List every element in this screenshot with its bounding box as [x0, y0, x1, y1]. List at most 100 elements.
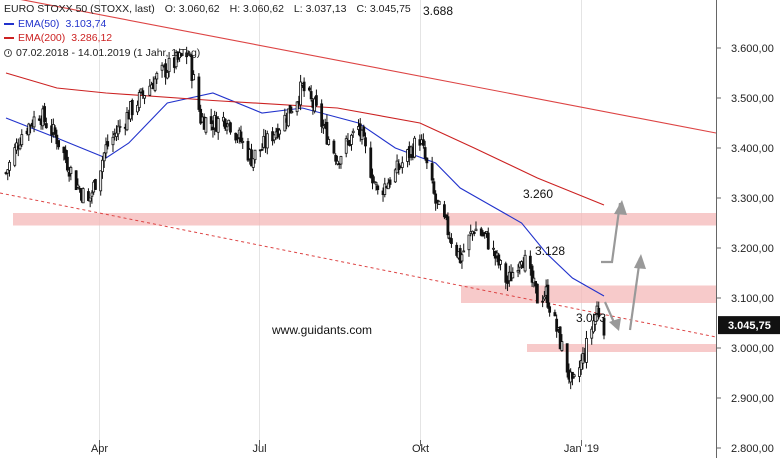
candle-body [506, 279, 509, 284]
candle-body [386, 182, 390, 190]
candle-body [327, 138, 331, 145]
candle-body [6, 169, 10, 174]
candle-body [295, 101, 299, 113]
candle-body [344, 138, 348, 154]
legend-row-ema50: EMA(50) 3.103,74 [4, 17, 411, 32]
candle-body [474, 228, 478, 232]
candle-body [332, 140, 336, 154]
y-tick-label: 3.100,00 [731, 293, 774, 305]
candle-body [339, 156, 343, 165]
y-tick-label: 3.400,00 [731, 143, 774, 155]
ema200-swatch [4, 37, 14, 40]
candle-body [299, 81, 303, 106]
candle-body [516, 269, 520, 273]
zone-rect [13, 213, 716, 226]
high-value: H: 3.060,62 [229, 3, 284, 15]
projection-arrows [601, 200, 646, 331]
y-tick-label: 3.300,00 [731, 193, 774, 205]
candle-body [314, 95, 318, 106]
arrow-up-lower-head [634, 254, 646, 269]
candle-body [425, 157, 429, 164]
candle-body [137, 92, 141, 109]
candle-body [495, 252, 499, 257]
candle-body [253, 149, 257, 161]
candle-body [444, 214, 448, 218]
arrow-up-upper-head [614, 200, 627, 215]
candle-body [450, 238, 453, 244]
candle-body [111, 136, 115, 146]
candle-body [548, 306, 552, 313]
candle-body [69, 167, 73, 174]
candle-body [455, 244, 459, 256]
candle-body [362, 126, 366, 137]
candle-body [155, 72, 159, 80]
candle-body [13, 147, 17, 166]
arrow-up-lower [628, 257, 642, 331]
zone-rect [461, 285, 716, 303]
ema50-label: EMA(50) [18, 17, 60, 30]
candle-body [437, 200, 441, 205]
candle-body [492, 247, 495, 250]
candlesticks [4, 46, 606, 390]
candle-body [423, 147, 427, 159]
candle-body [44, 123, 48, 129]
candle-body [116, 125, 120, 135]
candle-body [223, 118, 227, 129]
candle-body [504, 263, 508, 283]
candle-body [322, 125, 325, 129]
candle-body [467, 234, 471, 251]
candle-body [99, 170, 103, 192]
low-value: L: 3.037,13 [293, 3, 347, 15]
candle-body [250, 149, 253, 167]
candle-body [265, 133, 269, 149]
candle-body [535, 283, 539, 304]
candle-body [578, 367, 581, 377]
candle-body [393, 169, 397, 183]
candle-body [400, 162, 404, 168]
candle-body [460, 254, 464, 262]
candle-body [27, 123, 31, 136]
candle-body [486, 232, 490, 250]
candle-body [532, 277, 536, 284]
annotation-label: 3.003 [576, 311, 606, 325]
candle-body [94, 179, 97, 190]
candle-body [481, 233, 485, 237]
ema200-value: 3.286,12 [71, 32, 113, 44]
candle-body [499, 259, 502, 265]
candle-body [81, 188, 85, 204]
candle-body [115, 132, 118, 138]
candle-body [211, 126, 215, 131]
candle-body [227, 119, 231, 125]
close-value: C: 3.045,75 [356, 3, 411, 15]
candle-body [241, 141, 245, 143]
instrument-name: EURO STOXX 50 (STOXX, last) [4, 3, 155, 15]
candle-body [530, 265, 534, 283]
candle-body [369, 147, 373, 178]
candle-body [383, 183, 387, 195]
last-price-label: 3.045,75 [728, 320, 771, 332]
candle-body [351, 130, 355, 134]
y-tick-label: 3.200,00 [731, 243, 774, 255]
candle-body [309, 91, 313, 100]
ema50-value: 3.103,74 [65, 17, 107, 30]
candle-body [190, 55, 194, 81]
candle-body [413, 137, 417, 158]
candle-body [597, 307, 601, 318]
candle-body [421, 139, 425, 146]
ema200-line [5, 72, 605, 206]
candle-body [602, 317, 606, 336]
candle-body [462, 250, 466, 253]
candle-body [74, 170, 78, 191]
candle-body [55, 134, 59, 145]
candle-body [364, 137, 367, 147]
candle-body [579, 360, 583, 370]
candle-body [188, 54, 192, 56]
candle-body [350, 134, 353, 145]
arrow-down-head [609, 318, 621, 331]
annotation-label: 3.260 [523, 187, 553, 201]
x-tick-label: Okt [412, 443, 429, 455]
candle-body [43, 106, 46, 123]
ema200-label: EMA(200) [18, 32, 66, 44]
candle-body [76, 184, 80, 188]
candle-body [553, 312, 557, 317]
